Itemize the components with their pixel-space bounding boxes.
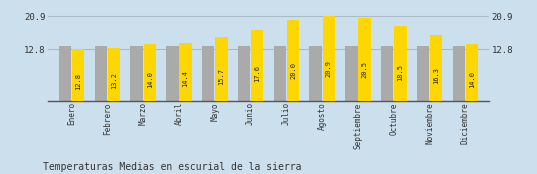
- Text: 14.0: 14.0: [147, 71, 153, 88]
- Text: 20.9: 20.9: [326, 60, 332, 77]
- Bar: [345, 46, 358, 101]
- Bar: [453, 46, 465, 101]
- Bar: [215, 37, 228, 101]
- Bar: [381, 46, 394, 101]
- Bar: [202, 46, 214, 101]
- Bar: [394, 26, 407, 101]
- Text: 15.7: 15.7: [219, 68, 224, 85]
- Bar: [430, 35, 442, 101]
- Text: 17.6: 17.6: [254, 65, 260, 82]
- Text: 12.8: 12.8: [75, 73, 81, 90]
- Text: 20.0: 20.0: [290, 62, 296, 79]
- Bar: [59, 46, 71, 101]
- Bar: [251, 30, 264, 101]
- Text: 18.5: 18.5: [397, 64, 403, 81]
- Bar: [417, 46, 429, 101]
- Text: Temperaturas Medias en escurial de la sierra: Temperaturas Medias en escurial de la si…: [43, 162, 301, 172]
- Bar: [72, 49, 84, 101]
- Bar: [108, 48, 120, 101]
- Bar: [179, 43, 192, 101]
- Text: 14.4: 14.4: [183, 70, 188, 87]
- Bar: [273, 46, 286, 101]
- Text: 16.3: 16.3: [433, 67, 439, 84]
- Text: 20.5: 20.5: [361, 61, 368, 78]
- Bar: [466, 44, 478, 101]
- Bar: [130, 46, 143, 101]
- Text: 13.2: 13.2: [111, 72, 117, 89]
- Bar: [143, 44, 156, 101]
- Bar: [287, 20, 299, 101]
- Bar: [238, 46, 250, 101]
- Bar: [358, 18, 371, 101]
- Text: 14.0: 14.0: [469, 71, 475, 88]
- Bar: [166, 46, 179, 101]
- Bar: [95, 46, 107, 101]
- Bar: [323, 16, 335, 101]
- Bar: [309, 46, 322, 101]
